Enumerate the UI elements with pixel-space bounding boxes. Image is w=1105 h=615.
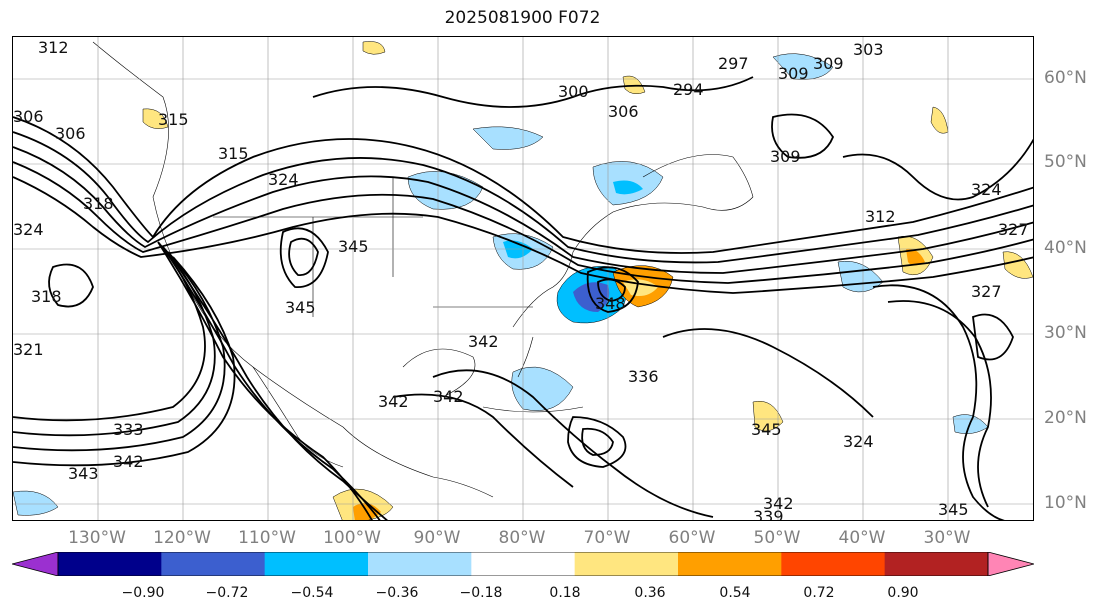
colorbar-tick: −0.54: [290, 585, 334, 601]
map-title: 2025081900 F072: [444, 8, 601, 28]
colorbar-segment: [161, 552, 266, 576]
colorbar-tick: 0.36: [634, 585, 666, 601]
colorbar-tick: −0.18: [459, 585, 503, 601]
colorbar-tick: −0.72: [205, 585, 249, 601]
lon-label: 60°W: [668, 528, 716, 548]
colorbar-segment: [574, 552, 679, 576]
contour-label: 345: [938, 500, 969, 519]
contour-label: 318: [31, 287, 62, 306]
contour-label: 306: [608, 102, 639, 121]
contour-label: 300: [558, 82, 589, 101]
colorbar-segments: [12, 552, 1034, 576]
colorbar-segment: [58, 552, 162, 576]
contour-label: 342: [468, 332, 499, 351]
contour-label: 345: [338, 237, 369, 256]
colorbar-segment: [471, 552, 576, 576]
contour-label: 309: [778, 64, 809, 83]
lat-label: 60°N: [1044, 68, 1087, 88]
contour-label: 324: [13, 220, 44, 239]
contour-label: 339: [753, 507, 784, 521]
contour-label: 303: [853, 40, 884, 59]
contour-label: 309: [813, 54, 844, 73]
contour-label: 336: [628, 367, 659, 386]
contour-label: 327: [971, 282, 1002, 301]
lon-label: 40°W: [838, 528, 886, 548]
colorbar-tick: 0.54: [719, 585, 751, 601]
lon-label: 30°W: [923, 528, 971, 548]
colorbar-tick: 0.72: [803, 585, 835, 601]
lon-label: 110°W: [238, 528, 296, 548]
contour-label: 294: [673, 80, 704, 99]
colorbar-segment: [264, 552, 369, 576]
colorbar-segment: [884, 552, 989, 576]
contour-label: 327: [998, 220, 1029, 239]
contour-label: 324: [268, 170, 299, 189]
contour-label: 315: [158, 110, 189, 129]
contour-label: 324: [843, 432, 874, 451]
colorbar-tick: 0.18: [549, 585, 581, 601]
contour-label: 306: [13, 107, 44, 126]
lon-label: 80°W: [498, 528, 546, 548]
contour-label: 345: [285, 298, 316, 317]
contour-label: 321: [13, 340, 44, 359]
contour-label: 342: [433, 387, 464, 406]
contour-lines: [13, 76, 1033, 520]
colorbar-arrow-high: [987, 552, 1034, 576]
colorbar-tick: −0.36: [375, 585, 419, 601]
contour-labels: 312 315 306 306 318 324 315 324 345 345 …: [13, 38, 1029, 521]
lon-label: 120°W: [153, 528, 211, 548]
colorbar-segment: [781, 552, 886, 576]
lat-label: 20°N: [1044, 408, 1087, 428]
contour-label: 297: [718, 54, 749, 73]
map-panel: 312 315 306 306 318 324 315 324 345 345 …: [12, 36, 1034, 521]
colorbar-segment: [368, 552, 472, 576]
colorbar-tick: 0.90: [887, 585, 919, 601]
lon-label: 70°W: [583, 528, 631, 548]
contour-label: 324: [971, 180, 1002, 199]
lon-label: 100°W: [323, 528, 381, 548]
colorbar-outline: [57, 552, 989, 576]
lon-label: 130°W: [68, 528, 126, 548]
contour-label: 342: [763, 494, 794, 513]
contour-label: 312: [38, 38, 69, 57]
contour-label: 343: [68, 464, 99, 483]
contour-label: 318: [83, 194, 114, 213]
contour-label: 345: [751, 420, 782, 439]
contour-label: 315: [218, 144, 249, 163]
lon-label: 90°W: [413, 528, 461, 548]
contour-label: 333: [113, 420, 144, 439]
lat-label: 40°N: [1044, 238, 1087, 258]
contour-label: 312: [865, 207, 896, 226]
contour-label: 342: [378, 392, 409, 411]
colorbar-segment: [678, 552, 782, 576]
contour-label: 348: [595, 294, 626, 313]
map-svg: 312 315 306 306 318 324 315 324 345 345 …: [13, 37, 1033, 521]
contour-label: 342: [113, 452, 144, 471]
contour-label: 306: [55, 124, 86, 143]
colorbar: [12, 552, 1034, 576]
colorbar-tick: −0.90: [121, 585, 165, 601]
lon-label: 50°W: [753, 528, 801, 548]
lat-label: 10°N: [1044, 493, 1087, 513]
contour-label: 309: [770, 147, 801, 166]
colorbar-arrow-low: [12, 552, 59, 576]
lat-label: 50°N: [1044, 152, 1087, 172]
lat-label: 30°N: [1044, 323, 1087, 343]
